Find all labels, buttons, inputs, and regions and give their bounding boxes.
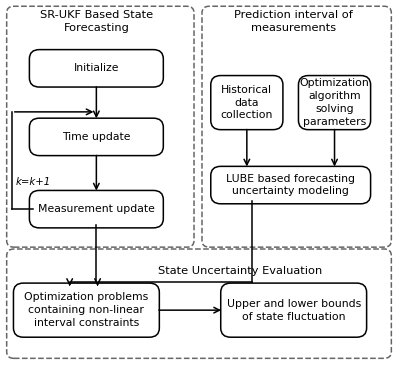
- FancyBboxPatch shape: [211, 166, 371, 204]
- FancyBboxPatch shape: [14, 283, 159, 337]
- Text: LUBE based forecasting
uncertainty modeling: LUBE based forecasting uncertainty model…: [226, 174, 355, 196]
- FancyBboxPatch shape: [221, 283, 367, 337]
- Text: Measurement update: Measurement update: [38, 204, 155, 214]
- Text: k=k+1: k=k+1: [16, 177, 51, 187]
- Text: SR-UKF Based State
Forecasting: SR-UKF Based State Forecasting: [40, 10, 153, 33]
- FancyBboxPatch shape: [298, 76, 371, 130]
- FancyBboxPatch shape: [29, 118, 163, 155]
- Text: Optimization
algorithm
solving
parameters: Optimization algorithm solving parameter…: [300, 78, 370, 127]
- Text: State Uncertainty Evaluation: State Uncertainty Evaluation: [158, 266, 322, 276]
- Text: Historical
data
collection: Historical data collection: [221, 85, 273, 121]
- Text: Time update: Time update: [62, 132, 131, 142]
- FancyBboxPatch shape: [29, 49, 163, 87]
- Text: Prediction interval of
measurements: Prediction interval of measurements: [234, 10, 353, 33]
- Text: Upper and lower bounds
of state fluctuation: Upper and lower bounds of state fluctuat…: [226, 299, 361, 321]
- FancyBboxPatch shape: [29, 190, 163, 228]
- Text: Optimization problems
containing non-linear
interval constraints: Optimization problems containing non-lin…: [24, 292, 148, 328]
- FancyBboxPatch shape: [211, 76, 283, 130]
- Text: Initialize: Initialize: [74, 63, 119, 73]
